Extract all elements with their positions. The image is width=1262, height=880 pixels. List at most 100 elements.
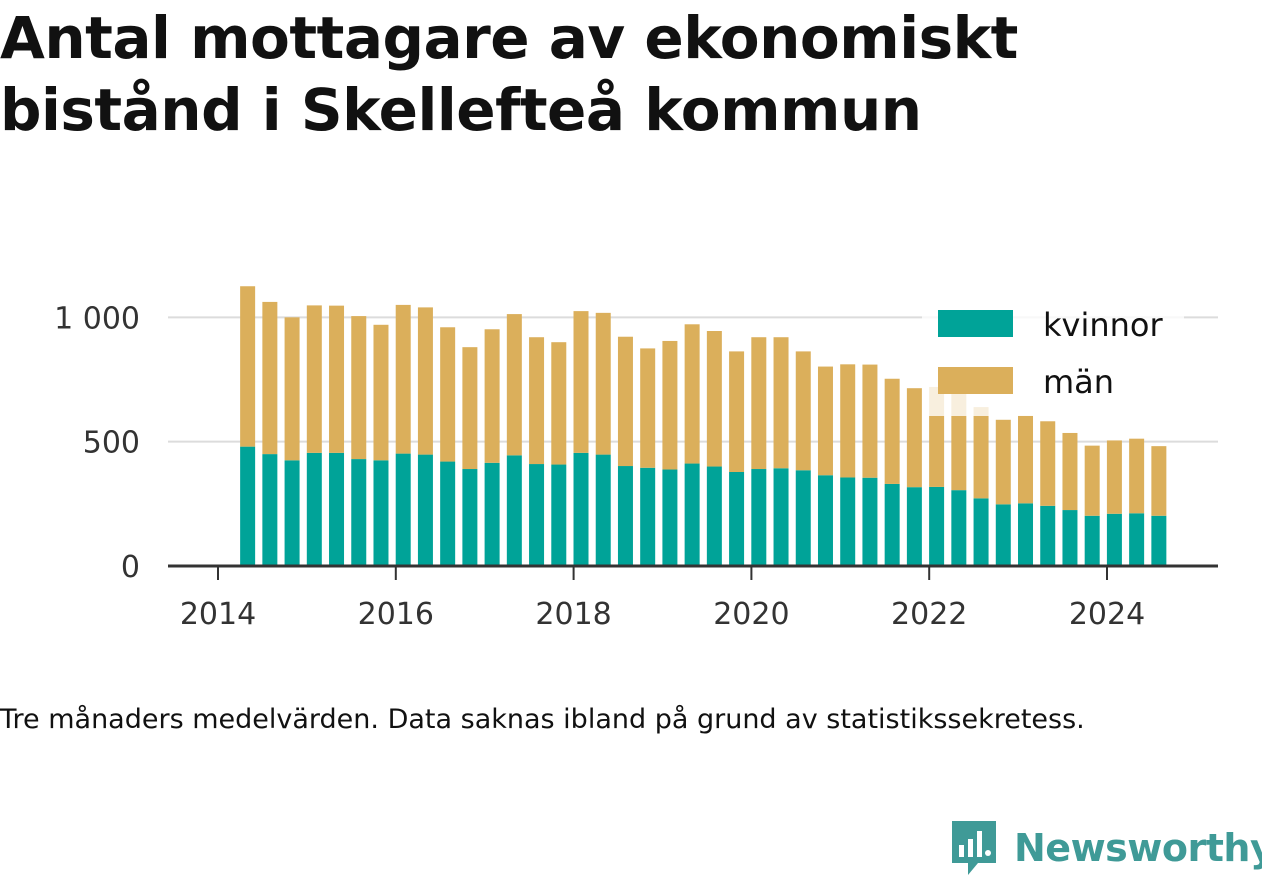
bar-män [440, 327, 456, 462]
bar-män [1129, 438, 1145, 514]
bar-kvinnor [262, 454, 278, 566]
bar-kvinnor [462, 469, 478, 566]
bar-män [706, 331, 722, 467]
bar-män [462, 347, 478, 470]
bar-män [795, 351, 811, 471]
bar-kvinnor [595, 454, 611, 566]
bar-män [773, 337, 789, 469]
bar-chart: 0 500 1 000 2014 2016 2018 2020 2022 2024 kvinno… [54, 286, 1218, 632]
bar-män [751, 337, 767, 470]
bar-kvinnor [373, 460, 389, 566]
bar-män [840, 364, 856, 478]
bar-kvinnor [395, 453, 411, 566]
bar-kvinnor [351, 459, 367, 566]
brand-name: Newsworthy [1014, 826, 1262, 870]
bar-kvinnor [817, 475, 833, 566]
bar-kvinnor [751, 469, 767, 566]
bar-män [817, 366, 833, 476]
bar-kvinnor [1151, 515, 1167, 566]
bar-män [529, 337, 545, 465]
bar-män [862, 364, 878, 478]
bar-män [1106, 440, 1122, 514]
bar-män [506, 314, 522, 456]
legend-label: kvinnor [1043, 306, 1164, 344]
y-tick-label: 1 000 [54, 301, 140, 336]
bar-kvinnor [640, 467, 656, 566]
bar-kvinnor [1084, 515, 1100, 566]
x-tick-label: 2018 [535, 597, 611, 632]
bar-män [262, 301, 278, 455]
bar-män [573, 311, 589, 453]
bar-män [306, 305, 322, 453]
bar-kvinnor [706, 466, 722, 566]
bar-män [284, 317, 300, 461]
bar-kvinnor [973, 498, 989, 566]
bar-män [973, 407, 989, 499]
bar-kvinnor [417, 454, 433, 566]
legend-swatch [938, 367, 1013, 394]
bar-män [662, 340, 678, 470]
x-tick-label: 2020 [713, 597, 789, 632]
bar-kvinnor [684, 463, 700, 566]
chart-title: Antal mottagare av ekonomiskt bistånd i … [0, 4, 1018, 144]
bar-kvinnor [484, 462, 500, 566]
bar-kvinnor [1018, 503, 1034, 566]
x-tick-label: 2014 [180, 597, 256, 632]
bar-kvinnor [573, 452, 589, 566]
bar-män [417, 307, 433, 455]
bar-kvinnor [1040, 505, 1056, 566]
y-tick-label: 0 [121, 550, 140, 585]
bars [240, 286, 1167, 566]
bar-män [240, 286, 256, 447]
bar-kvinnor [951, 490, 967, 566]
bar-män [395, 304, 411, 454]
bar-kvinnor [795, 470, 811, 566]
bar-kvinnor [773, 468, 789, 566]
bar-kvinnor [506, 455, 522, 566]
bar-kvinnor [240, 446, 256, 566]
bar-kvinnor [840, 477, 856, 566]
bar-män [484, 329, 500, 463]
bar-kvinnor [617, 466, 633, 566]
bar-män [617, 336, 633, 467]
bar-män [1040, 421, 1056, 506]
legend: kvinnor män [922, 298, 1184, 416]
brand[interactable]: Newsworthy [948, 816, 1262, 880]
bar-män [906, 388, 922, 488]
newsworthy-logo-icon [952, 821, 996, 875]
bar-män [884, 378, 900, 484]
bar-kvinnor [551, 464, 567, 566]
bar-män [729, 351, 745, 473]
bar-kvinnor [662, 469, 678, 566]
x-tick-label: 2024 [1069, 597, 1145, 632]
bar-kvinnor [1129, 513, 1145, 566]
x-tick-label: 2022 [891, 597, 967, 632]
bar-kvinnor [929, 486, 945, 566]
bar-män [995, 419, 1011, 505]
bar-män [595, 312, 611, 455]
bar-kvinnor [440, 461, 456, 566]
bar-kvinnor [306, 452, 322, 566]
bar-män [351, 316, 367, 460]
legend-swatch [938, 310, 1013, 337]
bar-män [1084, 445, 1100, 516]
bar-kvinnor [529, 464, 545, 566]
legend-label: män [1043, 363, 1114, 401]
bar-kvinnor [862, 477, 878, 566]
bar-kvinnor [1106, 513, 1122, 566]
bar-män [640, 348, 656, 468]
bar-kvinnor [284, 460, 300, 566]
bar-män [1018, 415, 1034, 504]
bar-kvinnor [329, 452, 345, 566]
bar-kvinnor [995, 504, 1011, 566]
bar-män [1151, 446, 1167, 516]
bar-män [551, 342, 567, 465]
bar-män [373, 324, 389, 461]
x-tick-label: 2016 [358, 597, 434, 632]
bar-kvinnor [884, 483, 900, 566]
bar-män [329, 305, 345, 453]
bar-män [684, 324, 700, 464]
bar-kvinnor [1062, 510, 1078, 566]
y-tick-label: 500 [83, 426, 140, 461]
axes: 0 500 1 000 2014 2016 2018 2020 2022 2024 [54, 301, 1218, 632]
